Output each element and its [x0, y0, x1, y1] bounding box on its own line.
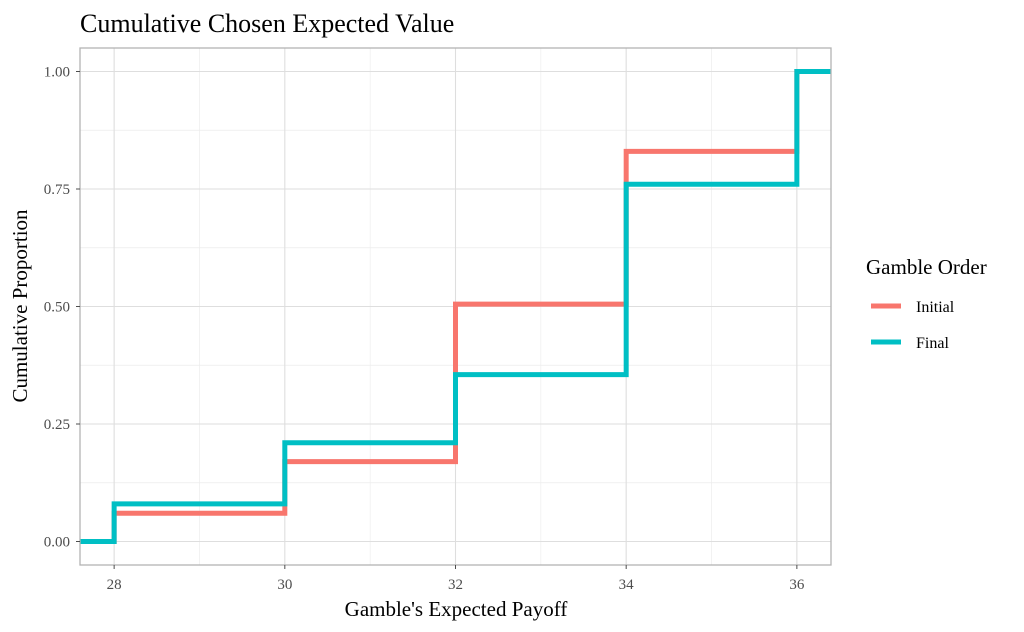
x-tick-label: 36 — [789, 577, 805, 593]
y-axis: 0.00 0.25 0.50 0.75 1.00 — [44, 65, 80, 551]
y-tick-label: 1.00 — [44, 65, 70, 81]
y-tick-label: 0.75 — [44, 182, 70, 198]
legend-label-initial: Initial — [916, 299, 955, 316]
series-layer — [80, 69, 831, 544]
major-gridlines — [80, 48, 831, 565]
x-tick-label: 30 — [277, 577, 292, 593]
y-tick-label: 0.25 — [44, 417, 70, 433]
y-tick-label: 0.00 — [44, 535, 70, 551]
chart-title: Cumulative Chosen Expected Value — [80, 9, 454, 38]
legend-title: Gamble Order — [866, 255, 987, 279]
y-tick-label: 0.50 — [44, 300, 70, 316]
x-axis: 28 30 32 34 36 — [107, 565, 805, 593]
x-tick-label: 34 — [619, 577, 635, 593]
series-line-final — [80, 69, 831, 544]
x-axis-title: Gamble's Expected Payoff — [345, 597, 568, 621]
x-tick-label: 28 — [107, 577, 122, 593]
legend: Gamble Order Initial Final — [866, 255, 987, 352]
legend-label-final: Final — [916, 335, 949, 352]
x-tick-label: 32 — [448, 577, 463, 593]
y-axis-title: Cumulative Proportion — [8, 209, 32, 403]
